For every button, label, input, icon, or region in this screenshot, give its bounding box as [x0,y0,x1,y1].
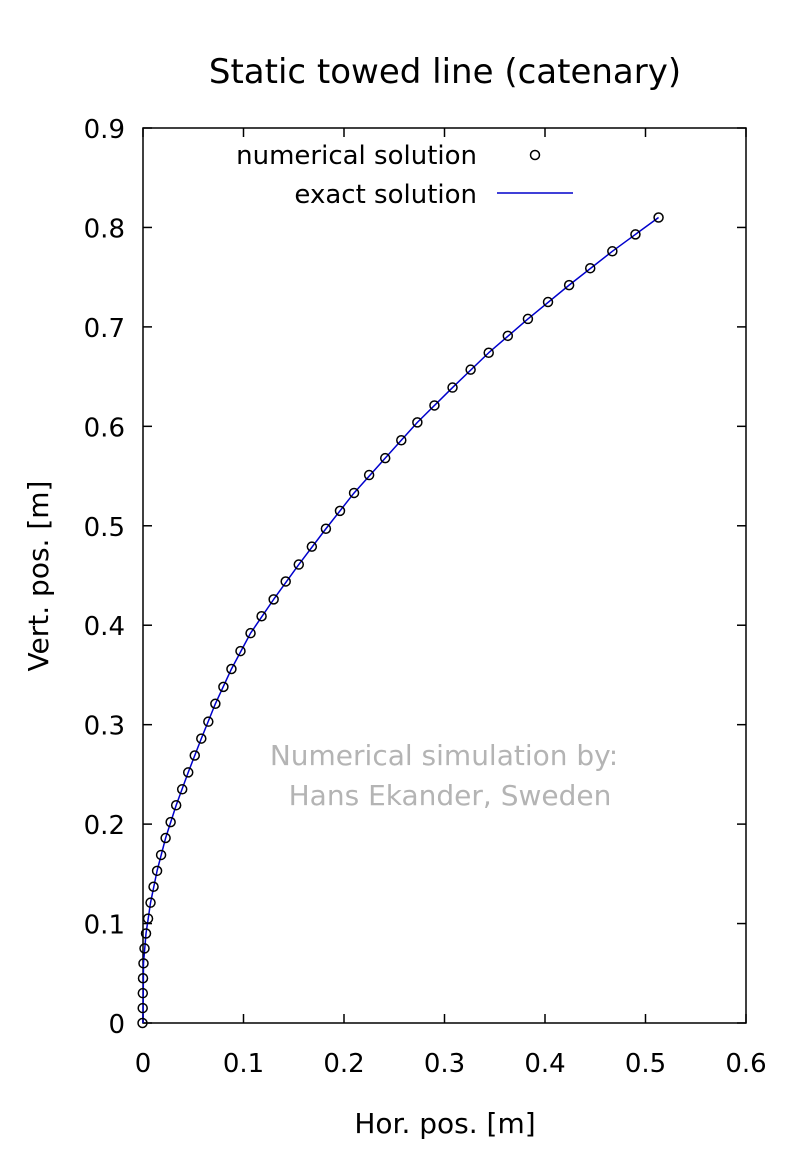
legend: numerical solution exact solution [236,141,573,210]
watermark: Numerical simulation by: Hans Ekander, S… [270,739,618,812]
y-tick-label: 0 [108,1010,125,1040]
x-tick-label: 0.1 [223,1049,264,1079]
x-tick-label: 0.2 [323,1049,364,1079]
numerical-solution-point [293,559,305,570]
numerical-solution-point [142,913,154,924]
series-layer [137,212,664,1029]
numerical-solution-point [189,750,201,761]
numerical-solution-point [145,897,156,908]
x-tick-label: 0.4 [524,1049,565,1079]
numerical-solution-point [502,330,514,342]
y-tick-label: 0.2 [84,811,125,841]
watermark-line-2: Hans Ekander, Sweden [289,779,612,812]
numerical-solution-point [137,1017,148,1029]
numerical-solution-point [218,681,229,693]
numerical-solution-point [607,246,618,257]
numerical-solution-point [245,627,256,639]
numerical-solution-point [256,611,267,622]
numerical-solution-point [139,943,150,954]
numerical-solution-point [137,1002,148,1014]
numerical-solution-point [155,849,167,861]
numerical-solution-point [268,594,279,605]
numerical-solution-point [137,987,149,999]
legend-marker-numerical [529,149,541,161]
legend-label-exact: exact solution [294,180,477,210]
y-tick-label: 0.6 [84,413,125,443]
chart-title: Static towed line (catenary) [209,52,681,92]
y-tick-label: 0.8 [84,214,125,244]
legend-label-numerical: numerical solution [236,141,477,171]
numerical-solution-point [140,928,152,939]
y-tick-label: 0.3 [84,712,125,742]
y-tick-label: 0.7 [84,314,125,344]
plot-area-border [142,127,747,1024]
x-tick-label: 0 [135,1049,152,1079]
numerical-solution-point [138,958,149,969]
numerical-solution-point [348,487,360,499]
x-tick-label: 0.6 [725,1049,766,1079]
numerical-solution-point [412,417,423,428]
numerical-solution-point [465,364,476,375]
numerical-solution-point [160,832,171,844]
numerical-solution-point [148,881,159,893]
numerical-solution-point [542,296,554,308]
numerical-solution-point [630,229,641,240]
exact-solution-line [142,216,660,1024]
numerical-solution-point [447,382,458,393]
numerical-solution-point [176,784,188,795]
x-axis-label: Hor. pos. [m] [354,1107,535,1140]
y-axis-label: Vert. pos. [m] [22,481,55,672]
numerical-solution-point [182,767,194,778]
numerical-solution-point [396,435,407,446]
x-tick-label: 0.3 [424,1049,465,1079]
numerical-solution-point [334,505,346,517]
numerical-solution-point [320,523,332,535]
numerical-solution-point [306,541,318,552]
y-tick-label: 0.4 [84,612,125,642]
numerical-solution-point [235,645,246,657]
numerical-solution-point [429,400,440,411]
numerical-solution-point [137,973,149,984]
numerical-solution-point [151,865,163,877]
numerical-solution-point [563,279,575,291]
numerical-solution-point [363,469,375,481]
numerical-solution-point [196,733,207,744]
watermark-line-1: Numerical simulation by: [270,739,618,772]
numerical-solution-point [483,347,494,358]
numerical-solution-point [165,816,176,828]
x-tick-label: 0.5 [625,1049,666,1079]
y-tick-label: 0.1 [84,911,125,941]
numerical-solution-point [170,799,182,811]
numerical-solution-point [210,698,221,710]
numerical-solution-point [226,663,237,675]
numerical-solution-point [280,576,291,587]
numerical-solution-point [203,716,214,727]
y-tick-label: 0.9 [84,115,125,145]
numerical-solution-point [653,212,664,223]
numerical-solution-point [522,313,534,325]
axis-ticks [142,127,747,1024]
axis-tick-labels: 0 0.1 0.2 0.3 0.4 0.5 0.6 0 0.1 0.2 0.3 0.4 0.5 0.6 0.… [84,115,767,1079]
y-tick-label: 0.5 [84,513,125,543]
numerical-solution-point [379,452,391,464]
numerical-solution-point [584,262,596,274]
